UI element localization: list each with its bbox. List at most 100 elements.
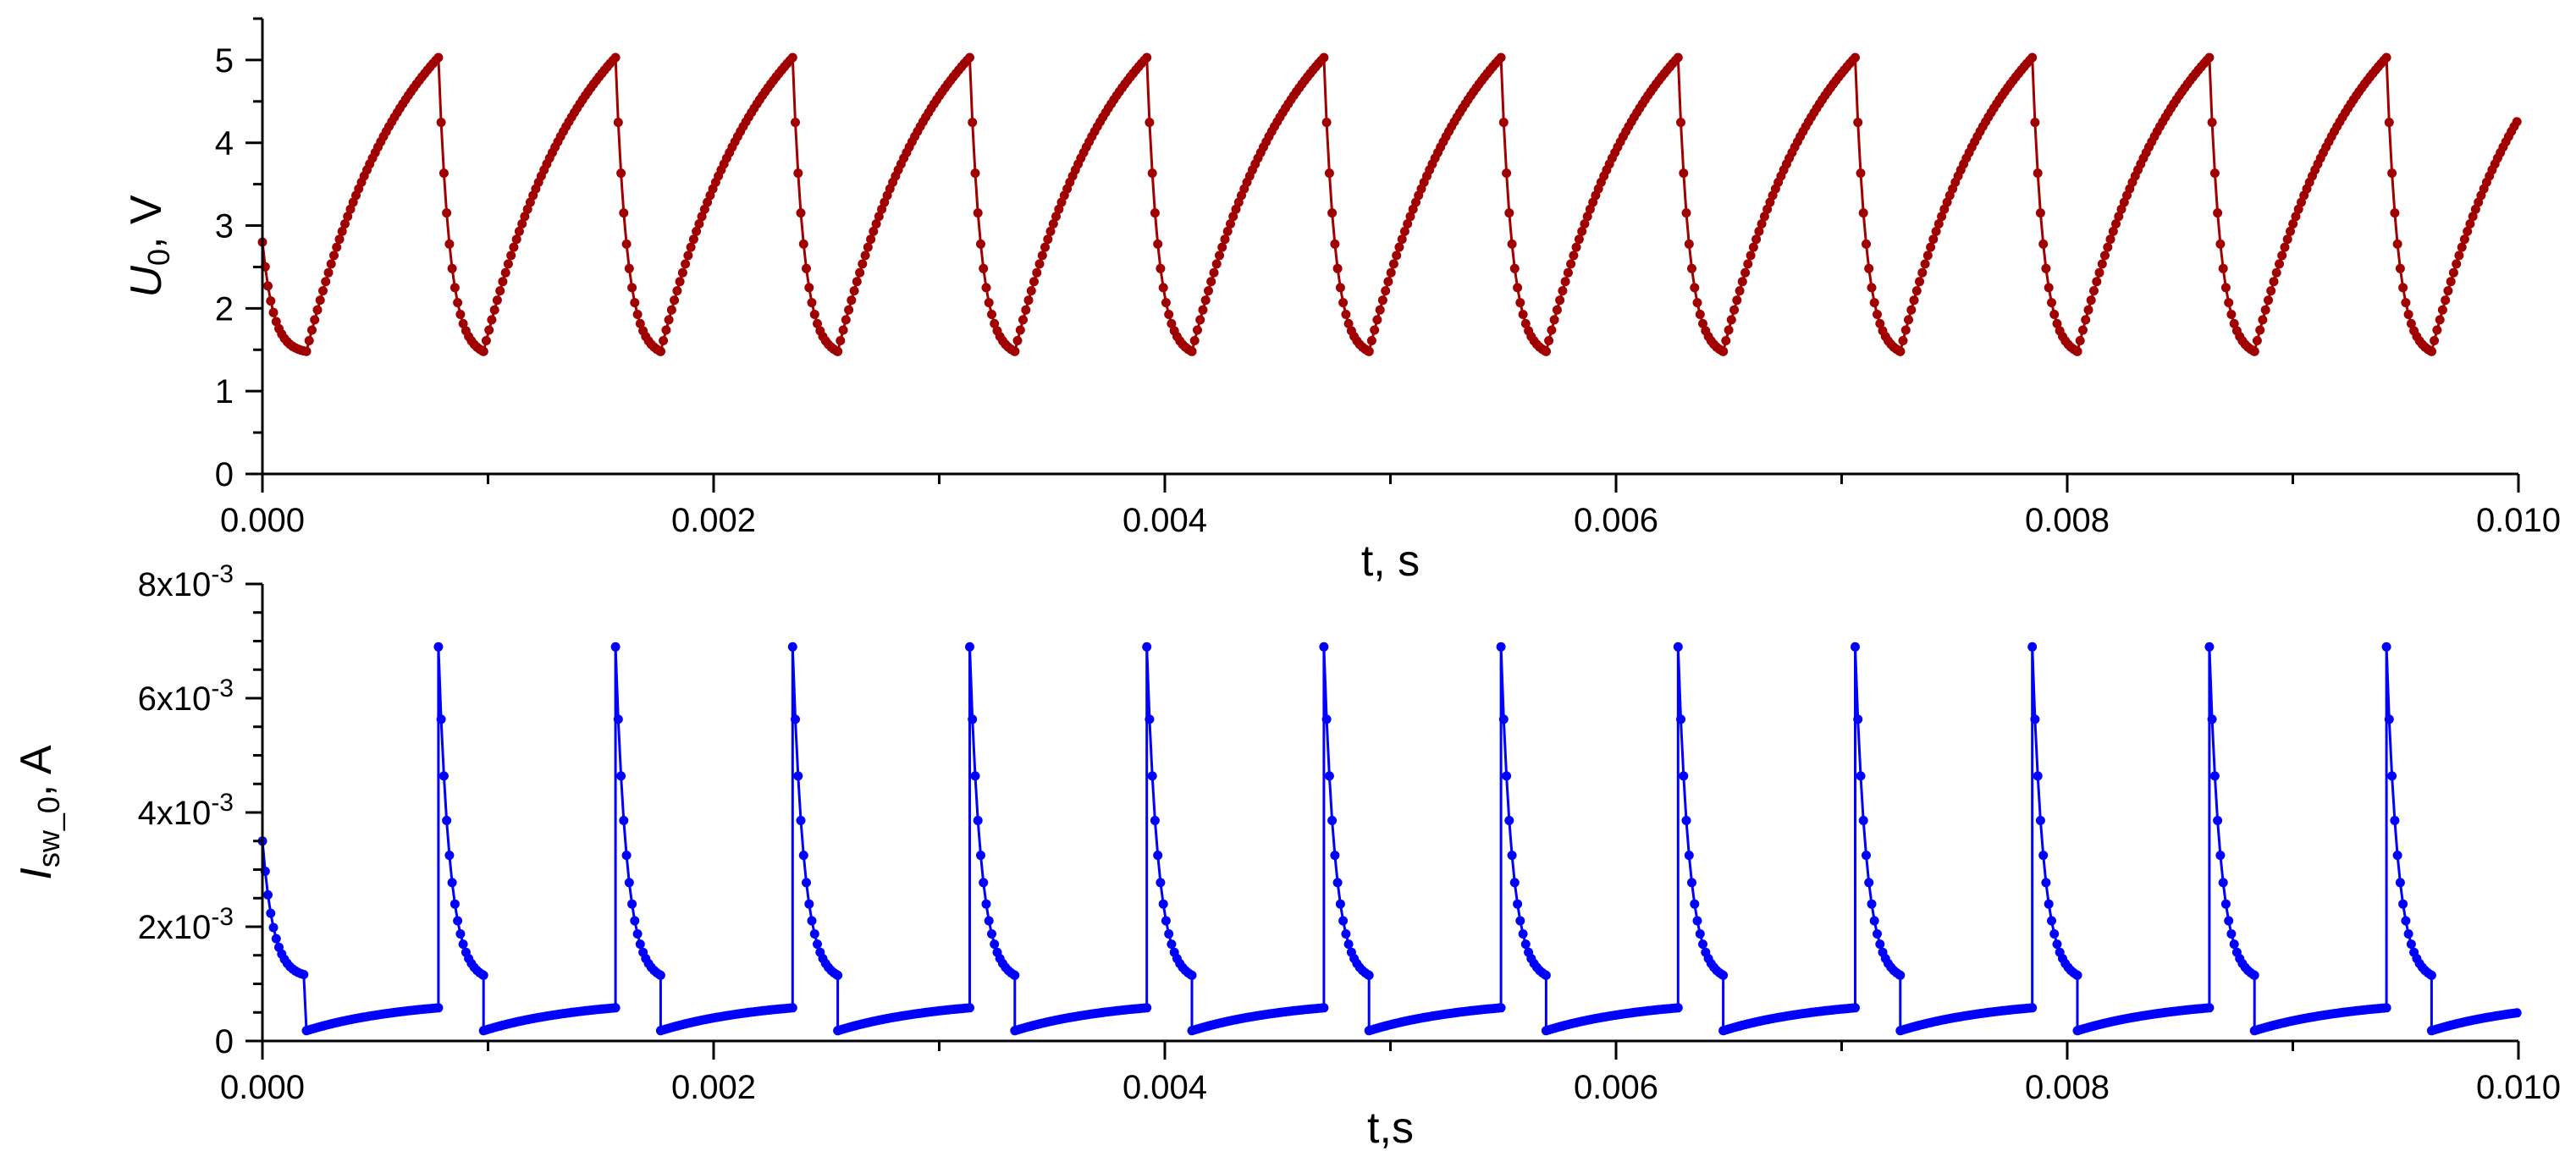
- voltage-point: [2027, 52, 2038, 63]
- current-point: [299, 970, 309, 979]
- current-point: [619, 816, 629, 825]
- current-point: [433, 642, 444, 652]
- voltage-point: [670, 295, 680, 306]
- voltage-point: [263, 281, 273, 291]
- voltage-point: [1211, 259, 1222, 269]
- voltage-point: [1904, 315, 1913, 325]
- voltage-point: [492, 295, 502, 306]
- voltage-point: [2288, 219, 2298, 229]
- voltage-point: [1381, 286, 1391, 296]
- current-point: [2224, 916, 2234, 926]
- current-point: [1164, 929, 1174, 939]
- voltage-point: [1869, 298, 1879, 308]
- voltage-point: [1502, 168, 1512, 179]
- voltage-point: [1748, 242, 1758, 252]
- current-point: [616, 771, 626, 781]
- voltage-point: [323, 267, 334, 278]
- y-tick-label: 5: [215, 42, 234, 80]
- current-point: [2226, 929, 2237, 939]
- current-point: [453, 916, 463, 926]
- current-point: [2381, 1003, 2391, 1013]
- voltage-point: [2286, 226, 2295, 236]
- voltage-point: [1372, 315, 1382, 325]
- current-axes: 0.000 0.002 0.004 0.006 0.008 0.010 0 2x10-3 4x1…: [138, 560, 2561, 1106]
- voltage-point: [2401, 298, 2411, 308]
- current-y-label-rest: , A: [12, 745, 61, 796]
- voltage-point: [1867, 283, 1877, 293]
- voltage-point: [1571, 242, 1581, 252]
- voltage-point: [1569, 251, 1579, 261]
- voltage-point: [787, 52, 797, 63]
- voltage-point: [1856, 168, 1866, 179]
- y-tick-label: 1: [215, 373, 234, 410]
- voltage-point: [1580, 219, 1590, 229]
- voltage-point: [2282, 234, 2292, 245]
- current-series: [257, 642, 2522, 1036]
- x-tick-label: 0.002: [671, 502, 756, 539]
- voltage-point: [1193, 325, 1202, 335]
- voltage-point: [444, 239, 455, 249]
- voltage-point: [326, 259, 336, 269]
- voltage-point: [683, 251, 693, 261]
- current-point: [450, 899, 460, 909]
- current-point: [1695, 929, 1705, 939]
- voltage-point: [1926, 242, 1936, 252]
- current-point: [2030, 714, 2040, 724]
- current-point: [1156, 878, 1166, 888]
- voltage-point: [1026, 286, 1036, 296]
- voltage-point: [484, 325, 494, 335]
- voltage-point: [677, 267, 687, 278]
- voltage-point: [1198, 305, 1208, 315]
- current-point: [1673, 1003, 1683, 1013]
- voltage-point: [661, 325, 671, 335]
- voltage-point: [2264, 295, 2273, 306]
- current-y-label-main: I: [12, 867, 61, 879]
- y-tick-label: 4x10-3: [138, 789, 234, 832]
- voltage-point: [2105, 234, 2115, 245]
- current-point: [610, 1003, 621, 1013]
- voltage-point: [450, 283, 460, 293]
- voltage-point: [2033, 168, 2043, 179]
- current-point: [2033, 771, 2043, 781]
- voltage-point: [1751, 234, 1762, 245]
- voltage-point: [621, 239, 632, 249]
- current-point: [2401, 916, 2411, 926]
- voltage-point: [2030, 118, 2040, 128]
- voltage-point: [1029, 277, 1039, 287]
- voltage-point: [1034, 259, 1045, 269]
- voltage-point: [694, 219, 704, 229]
- voltage-point: [990, 318, 1000, 328]
- y-tick-label: 4: [215, 125, 234, 162]
- current-point: [787, 642, 797, 652]
- current-point: [1858, 816, 1868, 825]
- voltage-point: [301, 346, 312, 356]
- current-point: [1681, 816, 1691, 825]
- voltage-point: [1735, 286, 1745, 296]
- x-tick-label: 0.008: [2025, 502, 2110, 539]
- current-point: [447, 878, 457, 888]
- voltage-point: [2457, 242, 2467, 252]
- voltage-point: [664, 315, 674, 325]
- y-tick-label: 2x10-3: [138, 903, 234, 946]
- voltage-point: [1515, 298, 1525, 308]
- voltage-point: [2083, 305, 2093, 315]
- current-point: [1698, 939, 1707, 950]
- voltage-point: [2255, 325, 2265, 335]
- voltage-point: [271, 317, 281, 327]
- voltage-point: [1018, 315, 1028, 325]
- voltage-point: [2111, 219, 2121, 229]
- current-point: [458, 939, 468, 950]
- voltage-point: [659, 336, 669, 345]
- current-point: [981, 899, 991, 909]
- x-tick-label: 0.004: [1123, 1069, 1207, 1106]
- current-point: [1504, 816, 1514, 825]
- voltage-point: [1147, 168, 1157, 179]
- voltage-point: [2275, 259, 2284, 269]
- voltage-point: [1544, 336, 1554, 345]
- current-point: [833, 970, 843, 980]
- voltage-point: [1692, 298, 1702, 308]
- current-point: [2220, 899, 2231, 909]
- voltage-point: [509, 242, 519, 252]
- current-point: [813, 939, 822, 950]
- current-point: [271, 933, 281, 944]
